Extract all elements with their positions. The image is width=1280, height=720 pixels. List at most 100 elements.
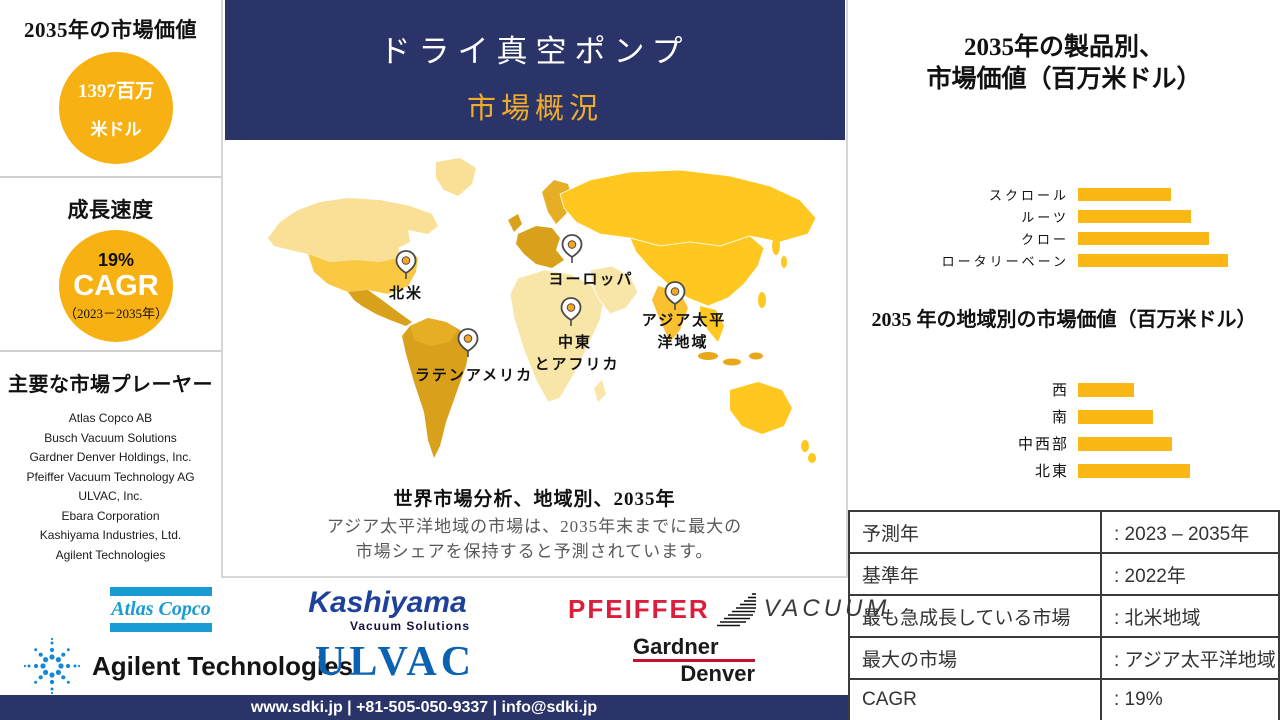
right-panel: 2035年の製品別、 市場価値（百万米ドル） スクロール ルーツ クロー ロータ… (848, 0, 1280, 720)
gardner-denver-red-rule (633, 659, 755, 662)
market-value-amount: 1397百万 (77, 81, 154, 102)
table-label: 最も急成長している市場 (848, 594, 1102, 638)
player-item: Kashiyama Industries, Ltd. (39, 528, 182, 542)
map-caption-line2: 市場シェアを保持すると予測されています。 (355, 542, 714, 561)
bar-row: クロー (848, 227, 1280, 249)
player-item: Busch Vacuum Solutions (44, 430, 177, 445)
player-item: Pfeiffer Vacuum Technology AG (26, 469, 195, 484)
table-label: CAGR (848, 678, 1102, 720)
footer-contact-bar: www.sdki.jp | +81-505-050-9337 | info@sd… (0, 695, 848, 720)
north-america-label: 北米 (388, 286, 424, 302)
bar-label: 西 (1051, 383, 1069, 399)
bar-row: 北東 (848, 457, 1280, 484)
ulvac-logo: ULVAC (315, 639, 476, 685)
product-bar-chart: スクロール ルーツ クロー ロータリーベーン (848, 183, 1280, 271)
market-value-circle: 1397百万 米ドル (59, 52, 173, 164)
bar-track (1078, 187, 1228, 201)
bar (1078, 253, 1228, 267)
bar-label: 中西部 (1017, 437, 1069, 453)
bar-label: ロータリーベーン (941, 253, 1069, 269)
table-row: 最も急成長している市場 : 北米地域 (848, 594, 1280, 638)
location-pin-icon (664, 281, 686, 310)
logos-strip: Atlas Copco Kashiyama Vacuum Solutions P… (0, 578, 886, 696)
bar-track (1078, 231, 1228, 245)
middle-east-africa-label-1: 中東 (557, 335, 593, 351)
growth-percent: 19% (97, 250, 135, 270)
table-value: : 北米地域 (1100, 594, 1280, 638)
middle-east-africa-pin (560, 297, 582, 327)
bar-track (1078, 436, 1190, 451)
table-row: 基準年 : 2022年 (848, 552, 1280, 596)
bar-row: スクロール (848, 183, 1280, 205)
location-pin-icon (457, 328, 479, 357)
center-panel: ドライ真空ポンプ 市場概況 (223, 0, 848, 578)
growth-period: （2023－2035年） (63, 306, 168, 321)
north-america-pin (395, 250, 417, 280)
bar-track (1078, 463, 1190, 478)
player-item: Gardner Denver Holdings, Inc. (29, 450, 192, 464)
market-value-currency: 米ドル (90, 120, 142, 139)
table-label: 最大の市場 (848, 636, 1102, 680)
growth-title: 成長速度 (67, 198, 154, 222)
key-players-section: 主要な市場プレーヤー Atlas Copco AB Busch Vacuum S… (0, 354, 221, 578)
atlas-copco-bottom-bar (110, 623, 212, 632)
report-subtitle: 市場概況 (466, 93, 603, 125)
table-value: : 19% (1100, 678, 1280, 720)
denver-wordmark: Denver (680, 661, 755, 686)
bar-track (1078, 382, 1190, 397)
bar (1078, 463, 1190, 478)
bar (1078, 436, 1173, 451)
table-row: CAGR : 19% (848, 678, 1280, 720)
market-value-section: 2035年の市場価値 1397百万 米ドル (0, 0, 221, 178)
key-players-list: Atlas Copco AB Busch Vacuum Solutions Ga… (0, 409, 221, 565)
player-item: Agilent Technologies (55, 547, 166, 562)
kashiyama-tagline: Vacuum Solutions (349, 619, 470, 633)
bar-row: 中西部 (848, 430, 1280, 457)
atlas-copco-logo: Atlas Copco (110, 587, 212, 632)
asia-pacific-label-1: アジア太平 (641, 313, 727, 329)
summary-table: 予測年 : 2023 – 2035年 基準年 : 2022年 最も急成長している… (848, 510, 1280, 720)
footer-contact-text: www.sdki.jp | +81-505-050-9337 | info@sd… (250, 698, 598, 716)
latin-america-label: ラテンアメリカ (414, 368, 534, 384)
market-value-title: 2035年の市場価値 (24, 18, 197, 42)
table-row: 予測年 : 2023 – 2035年 (848, 510, 1280, 554)
product-chart-title-line1: 2035年の製品別、 (963, 34, 1164, 61)
world-map: 北米 ヨーロッパ 中東 とアフリカ (260, 150, 830, 480)
agilent-wordmark: Agilent Technologies (92, 650, 353, 681)
bar-label: スクロール (988, 187, 1069, 203)
europe-pin (561, 234, 583, 264)
world-map-graphic (268, 158, 817, 463)
location-pin-icon (395, 250, 417, 279)
key-players-title: 主要な市場プレーヤー (8, 374, 213, 396)
bar-track (1078, 209, 1228, 223)
table-row: 最大の市場 : アジア太平洋地域 (848, 636, 1280, 680)
map-caption-title: 世界市場分析、地域別、2035年 (393, 489, 676, 510)
bar-row: ルーツ (848, 205, 1280, 227)
player-item: Atlas Copco AB (68, 411, 153, 425)
agilent-logo: Agilent Technologies (22, 636, 353, 696)
table-label: 基準年 (848, 552, 1102, 596)
bar (1078, 231, 1209, 245)
map-caption-text: アジア太平洋地域の市場は、2035年末までに最大の 市場シェアを保持すると予測さ… (223, 514, 846, 564)
product-chart-title-line2: 市場価値（百万米ドル） (926, 66, 1202, 93)
bar (1078, 409, 1154, 424)
region-bar-chart: 西 南 中西部 北東 (848, 376, 1280, 484)
middle-east-africa-label-2: とアフリカ (534, 357, 620, 373)
table-value: : アジア太平洋地域 (1100, 636, 1280, 680)
bar-track (1078, 253, 1228, 267)
bar (1078, 382, 1134, 397)
map-caption-line1: アジア太平洋地域の市場は、2035年末までに最大の (326, 517, 743, 536)
atlas-copco-wordmark: Atlas Copco (111, 598, 211, 620)
bar-row: 南 (848, 403, 1280, 430)
europe-label: ヨーロッパ (548, 272, 634, 288)
latin-america-pin (457, 328, 479, 358)
player-item: Ebara Corporation (61, 508, 160, 523)
kashiyama-logo: Kashiyama Vacuum Solutions (305, 588, 470, 634)
location-pin-icon (561, 234, 583, 263)
player-item: ULVAC, Inc. (78, 489, 143, 503)
growth-section: 成長速度 19% CAGR （2023－2035年） (0, 180, 221, 352)
table-label: 予測年 (848, 510, 1102, 554)
growth-cagr-label: CAGR (73, 270, 159, 302)
product-chart-title: 2035年の製品別、 市場価値（百万米ドル） (848, 32, 1280, 96)
